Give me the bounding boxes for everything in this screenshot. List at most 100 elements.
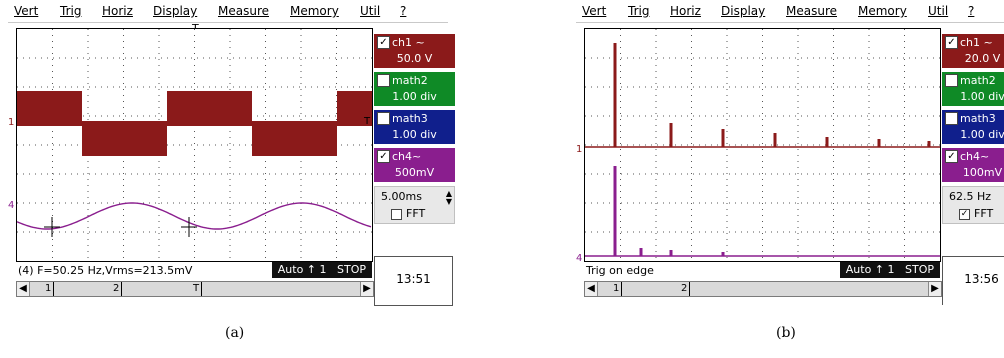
spectrum-display [585,29,940,261]
scroll-right-arrow[interactable]: ▶ [360,282,373,296]
channel-sidebar: ✓ ch1 ~ 20.0 V math2 1.00 div math3 1.00… [942,34,1004,224]
ch4-spectral-line [721,252,725,256]
ch1-spectral-line [773,133,777,147]
ch1-label: ch1 ~ [392,36,425,49]
menu-help[interactable]: ? [400,4,407,18]
channel-sidebar: ✓ ch1 ~ 50.0 V math2 1.00 div math3 1.00… [374,34,455,224]
ch4-label: ch4~ [392,150,422,163]
ch4-checkbox[interactable]: ✓ [945,150,958,163]
ch1-level-marker: 1 [8,117,15,128]
ch4-spectral-line [669,250,673,256]
math2-scale: 1.00 div [942,89,1004,106]
channel-math3-box[interactable]: math3 1.00 div [374,110,455,144]
channel-math2-box[interactable]: math2 1.00 div [374,72,455,106]
menu-measure[interactable]: Measure [218,4,269,18]
timebase-value: 5.00ms [381,190,422,203]
menu-display[interactable]: Display [153,4,198,18]
fft-toggle[interactable]: ✓ FFT [959,207,993,220]
scroll-mark-T: T [193,282,203,296]
math2-label: math2 [392,74,428,87]
ch1-band-low [82,121,167,156]
menu-memory[interactable]: Memory [290,4,339,18]
math2-label: math2 [960,74,996,87]
ch1-band-high [167,91,252,126]
ch1-level-marker: 1 [576,144,583,155]
ch1-spectral-line [613,43,617,147]
ch4-label: ch4~ [960,150,990,163]
fft-label: FFT [406,207,426,220]
ch4-level-marker: 4 [8,200,15,211]
fft-label: FFT [974,207,994,220]
run-status[interactable]: Auto ↑ 1 STOP [271,262,372,278]
menu-util[interactable]: Util [360,4,381,18]
measurement-readout: (4) F=50.25 Hz,Vrms=213.5mV [18,264,193,277]
timebase-box[interactable]: 62.5 Hz ▲▼ ✓FFT [942,186,1004,224]
frequency-span-value: 62.5 Hz [949,190,992,203]
menu-horiz[interactable]: Horiz [670,4,701,18]
scroll-mark-2: 2 [681,282,691,296]
fft-checkbox[interactable] [391,208,402,220]
ch1-spectral-line [721,129,725,147]
ch4-spectral-line [613,166,617,256]
run-status[interactable]: Auto ↑ 1 STOP [839,262,940,278]
ch1-band-high [337,91,372,126]
timeline-scrollbar[interactable]: ◀ 1 2 T ▶ [16,281,374,297]
ch1-scale: 20.0 V [942,51,1004,68]
waveform-display [17,29,372,261]
menu-vert[interactable]: Vert [14,4,39,18]
caption-a: (a) [225,325,245,341]
caption-b: (b) [776,325,796,341]
channel-ch4-box[interactable]: ✓ ch4~ 500mV [374,148,455,182]
ch4-level-marker: 4 [576,253,583,264]
ch1-spectral-line [669,123,673,147]
math2-checkbox[interactable] [377,74,390,87]
channel-ch1-box[interactable]: ✓ ch1 ~ 50.0 V [374,34,455,68]
scope-screen [16,28,373,262]
timebase-spinner[interactable]: ▲ ▼ [445,189,452,206]
math3-scale: 1.00 div [942,127,1004,144]
ch1-label: ch1 ~ [960,36,993,49]
scroll-left-arrow[interactable]: ◀ [585,282,598,296]
menu-vert[interactable]: Vert [582,4,607,18]
ch1-spectral-line [825,137,829,147]
channel-math3-box[interactable]: math3 1.00 div [942,110,1004,144]
menu-horiz[interactable]: Horiz [102,4,133,18]
oscilloscope-panel-a: Vert Trig Horiz Display Measure Memory U… [8,0,458,306]
menu-help[interactable]: ? [968,4,975,18]
ch4-trace [17,202,372,230]
menu-trig[interactable]: Trig [628,4,650,18]
timeline-scrollbar[interactable]: ◀ 1 2 ▶ [584,281,942,297]
menu-measure[interactable]: Measure [786,4,837,18]
scroll-mark-2: 2 [113,282,123,296]
fft-toggle[interactable]: FFT [391,207,425,220]
channel-ch4-box[interactable]: ✓ ch4~ 100mV [942,148,1004,182]
math3-label: math3 [960,112,996,125]
channel-math2-box[interactable]: math2 1.00 div [942,72,1004,106]
fft-checkbox[interactable]: ✓ [959,208,970,220]
channel-ch1-box[interactable]: ✓ ch1 ~ 20.0 V [942,34,1004,68]
ch1-checkbox[interactable]: ✓ [945,36,958,49]
scroll-mark-1: 1 [45,282,55,296]
timebase-box[interactable]: 5.00ms ▲ ▼ FFT [374,186,455,224]
ch1-checkbox[interactable]: ✓ [377,36,390,49]
scroll-mark-1: 1 [613,282,623,296]
status-bar: (4) F=50.25 Hz,Vrms=213.5mV Auto ↑ 1 STO… [16,262,372,278]
scroll-left-arrow[interactable]: ◀ [17,282,30,296]
ch4-scale: 100mV [942,165,1004,182]
math2-checkbox[interactable] [945,74,958,87]
oscilloscope-panel-b: Vert Trig Horiz Display Measure Memory U… [576,0,1004,305]
menu-memory[interactable]: Memory [858,4,907,18]
math3-checkbox[interactable] [945,112,958,125]
math3-checkbox[interactable] [377,112,390,125]
ch1-band-high [17,91,82,126]
menu-trig[interactable]: Trig [60,4,82,18]
math3-scale: 1.00 div [374,127,455,144]
menu-bar: Vert Trig Horiz Display Measure Memory U… [8,0,448,23]
ch1-spectral-line [877,139,881,147]
ch4-checkbox[interactable]: ✓ [377,150,390,163]
clock-display: 13:51 [374,256,453,306]
menu-util[interactable]: Util [928,4,949,18]
clock-display: 13:56 [942,256,1004,305]
menu-display[interactable]: Display [721,4,766,18]
scroll-right-arrow[interactable]: ▶ [928,282,941,296]
